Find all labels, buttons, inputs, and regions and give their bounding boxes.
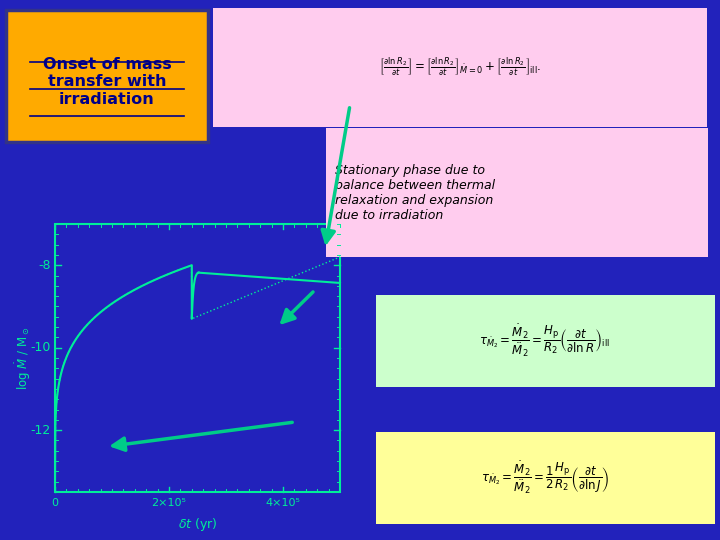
Text: -10: -10 [31,341,51,354]
Text: $\left[\frac{\partial \ln R_2}{\partial t}\right] = \left[\frac{\partial \ln R_2: $\left[\frac{\partial \ln R_2}{\partial … [379,56,541,78]
Text: 0: 0 [52,498,58,508]
Bar [55,224,340,492]
FancyBboxPatch shape [213,8,707,127]
FancyBboxPatch shape [326,128,708,257]
FancyBboxPatch shape [376,295,715,387]
FancyBboxPatch shape [376,432,715,524]
Text: Stationary phase due to
balance between thermal
relaxation and expansion
due to : Stationary phase due to balance between … [335,164,495,222]
Text: $\delta t$ (yr): $\delta t$ (yr) [178,516,217,533]
FancyBboxPatch shape [6,10,208,142]
Text: 4×10⁵: 4×10⁵ [266,498,300,508]
Text: $\tau_{\dot{M}_2} = \dfrac{\dot{M}_2}{\ddot{M}_2} = \dfrac{1}{2}\dfrac{H_{\rm p}: $\tau_{\dot{M}_2} = \dfrac{\dot{M}_2}{\d… [481,460,609,496]
Text: 2×10⁵: 2×10⁵ [152,498,186,508]
Text: $\tau_{\dot{M}_2} = \dfrac{\dot{M}_2}{\ddot{M}_2} = \dfrac{H_{\rm p}}{R_2}\left(: $\tau_{\dot{M}_2} = \dfrac{\dot{M}_2}{\d… [480,322,611,360]
Text: -8: -8 [38,259,51,272]
Text: log $\dot{M}$ / M$_\odot$: log $\dot{M}$ / M$_\odot$ [13,326,32,389]
Text: Onset of mass
transfer with
irradiation: Onset of mass transfer with irradiation [42,57,171,107]
Text: -12: -12 [31,424,51,437]
